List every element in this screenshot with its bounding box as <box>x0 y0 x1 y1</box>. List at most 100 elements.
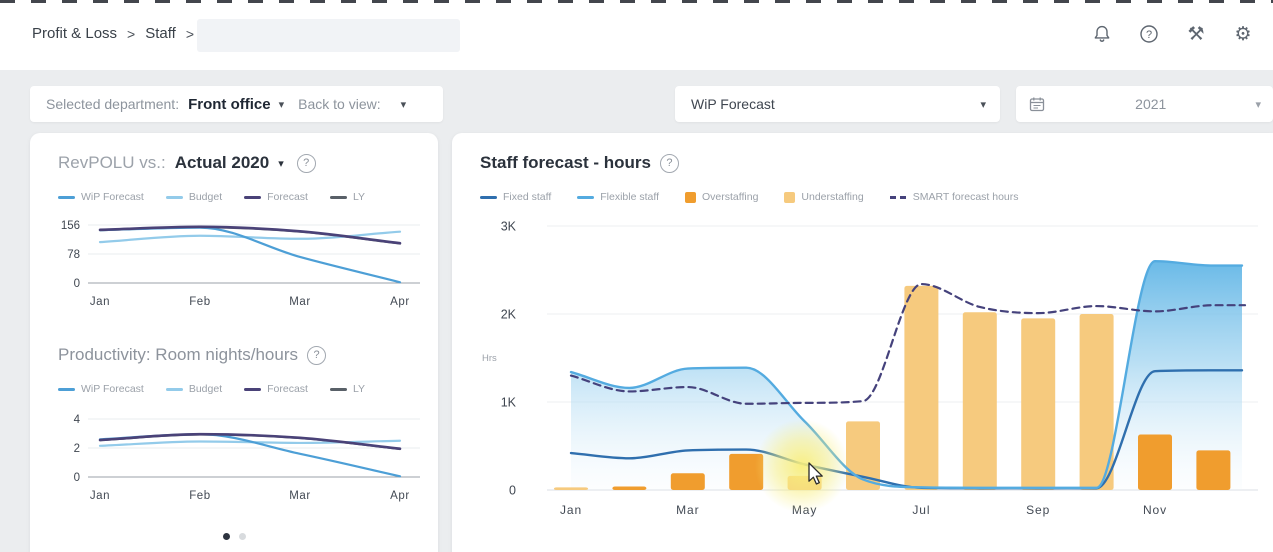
staff-forecast-chart[interactable]: 01K2K3KHrsJanMarMayJulSepNov <box>452 213 1273 538</box>
legend-item: Understaffing <box>784 191 864 203</box>
staff-forecast-title-row: Staff forecast - hours ? <box>480 153 679 173</box>
chevron-down-icon[interactable]: ▾ <box>278 97 285 111</box>
svg-text:Mar: Mar <box>289 296 311 308</box>
legend-line-swatch <box>58 195 75 199</box>
legend-item: WiP Forecast <box>58 191 144 203</box>
legend-label: Overstaffing <box>702 191 759 203</box>
svg-text:0: 0 <box>74 278 80 290</box>
legend-item: Overstaffing <box>685 191 758 203</box>
legend-label: LY <box>352 383 366 395</box>
legend-item: Forecast <box>244 191 308 203</box>
legend-item: Flexible staff <box>577 191 659 203</box>
legend-label: WiP Forecast <box>81 191 144 203</box>
back-to-view-label: Back to view: <box>298 96 381 112</box>
breadcrumb-separator-icon: > <box>127 25 136 42</box>
kpi-charts-panel: RevPOLU vs.: Actual 2020 ▾ ? WiP Forecas… <box>30 133 438 552</box>
legend-item: LY <box>329 383 366 395</box>
header-icon-group: ? ⚒ ⚙ <box>1090 22 1255 46</box>
revpolu-title: RevPOLU vs.: <box>58 153 166 172</box>
chevron-down-icon[interactable]: ▾ <box>278 156 284 170</box>
legend-dashed-swatch <box>889 195 907 199</box>
svg-text:Jan: Jan <box>90 490 110 502</box>
svg-text:2K: 2K <box>501 308 517 322</box>
legend-item: WiP Forecast <box>58 383 144 395</box>
legend-line-swatch <box>329 195 347 199</box>
legend-line-swatch <box>165 195 183 199</box>
year-value: 2021 <box>1135 96 1167 112</box>
notifications-bell-icon[interactable] <box>1090 22 1114 46</box>
svg-text:Apr: Apr <box>390 296 410 308</box>
tools-icon[interactable]: ⚒ <box>1187 22 1205 45</box>
svg-text:?: ? <box>1146 29 1152 41</box>
productivity-help-icon[interactable]: ? <box>307 345 326 365</box>
staff-forecast-title: Staff forecast - hours <box>480 153 651 172</box>
staff-forecast-help-icon[interactable]: ? <box>659 153 679 173</box>
svg-text:Hrs: Hrs <box>482 353 497 364</box>
productivity-line-chart: 0 2 4 Jan Feb Mar Apr <box>74 414 420 502</box>
svg-text:Mar: Mar <box>676 503 699 517</box>
settings-gear-icon[interactable]: ⚙ <box>1234 22 1252 45</box>
productivity-title-row: Productivity: Room nights/hours ? <box>58 345 326 365</box>
calendar-icon <box>1028 95 1046 113</box>
legend-label: SMART forecast hours <box>912 191 1019 203</box>
svg-text:Apr: Apr <box>390 490 410 502</box>
department-label: Selected department: <box>46 96 180 112</box>
forecast-type-dropdown[interactable]: WiP Forecast ▾ <box>675 86 1000 122</box>
legend-line-swatch <box>58 387 75 391</box>
legend-label: Budget <box>188 383 223 395</box>
breadcrumb-staff[interactable]: Staff <box>145 25 176 42</box>
help-icon[interactable]: ? <box>1137 22 1161 46</box>
legend-square-swatch <box>784 191 796 203</box>
legend-label: Flexible staff <box>600 191 659 203</box>
comparison-selector[interactable]: Actual 2020 <box>174 153 270 172</box>
chevron-down-icon: ▾ <box>980 97 986 111</box>
revpolu-legend: WiP Forecast Budget Forecast LY <box>58 191 365 203</box>
legend-label: Forecast <box>267 383 308 395</box>
pagination-dot-active[interactable] <box>222 533 230 540</box>
legend-label: Forecast <box>267 191 308 203</box>
legend-label: LY <box>352 191 366 203</box>
svg-text:1K: 1K <box>501 396 517 410</box>
svg-text:Sep: Sep <box>1026 503 1050 517</box>
breadcrumb: Profit & Loss > Staff > <box>32 25 194 42</box>
svg-text:Feb: Feb <box>189 296 211 308</box>
legend-label: WiP Forecast <box>81 383 144 395</box>
legend-square-swatch <box>685 191 696 203</box>
legend-label: Budget <box>188 191 223 203</box>
legend-item: Budget <box>165 383 223 395</box>
legend-label: Understaffing <box>801 191 864 203</box>
svg-text:3K: 3K <box>501 220 517 234</box>
chevron-down-icon: ▾ <box>1255 97 1261 111</box>
top-header: Profit & Loss > Staff > ? ⚒ ⚙ <box>0 0 1273 70</box>
svg-text:Feb: Feb <box>189 490 211 502</box>
legend-item: Fixed staff <box>480 191 551 203</box>
breadcrumb-profit-loss[interactable]: Profit & Loss <box>32 25 118 42</box>
legend-item: Budget <box>165 191 223 203</box>
legend-line-swatch <box>480 195 497 199</box>
legend-item: Forecast <box>244 383 308 395</box>
revpolu-help-icon[interactable]: ? <box>296 153 316 173</box>
legend-label: Fixed staff <box>503 191 552 203</box>
carousel-pagination <box>30 533 438 540</box>
pagination-dot[interactable] <box>238 533 246 540</box>
staff-forecast-legend: Fixed staff Flexible staff Overstaffing Und… <box>480 191 1019 203</box>
chevron-down-icon[interactable]: ▾ <box>400 97 407 111</box>
department-value[interactable]: Front office <box>188 95 271 113</box>
revpolu-line-chart: 0 78 156 Jan Feb Mar Apr <box>61 220 420 308</box>
svg-text:4: 4 <box>74 414 81 426</box>
breadcrumb-separator-icon: > <box>185 25 195 42</box>
svg-text:Jul: Jul <box>912 503 930 517</box>
svg-text:156: 156 <box>61 220 80 232</box>
productivity-legend: WiP Forecast Budget Forecast LY <box>58 383 365 395</box>
screen-edge-dashes <box>0 0 1273 3</box>
legend-line-swatch <box>577 195 595 199</box>
legend-line-swatch <box>244 195 262 199</box>
department-selector-bar: Selected department: Front office ▾ Back… <box>30 86 443 122</box>
svg-text:0: 0 <box>74 472 80 484</box>
revpolu-title-row: RevPOLU vs.: Actual 2020 ▾ ? <box>58 153 316 173</box>
staff-forecast-panel: Staff forecast - hours ? Fixed staff Flex… <box>452 133 1273 552</box>
hover-highlight <box>755 419 849 513</box>
year-selector[interactable]: 2021 ▾ <box>1016 86 1273 122</box>
productivity-title: Productivity: Room nights/hours <box>58 345 298 364</box>
svg-text:Jan: Jan <box>90 296 110 308</box>
